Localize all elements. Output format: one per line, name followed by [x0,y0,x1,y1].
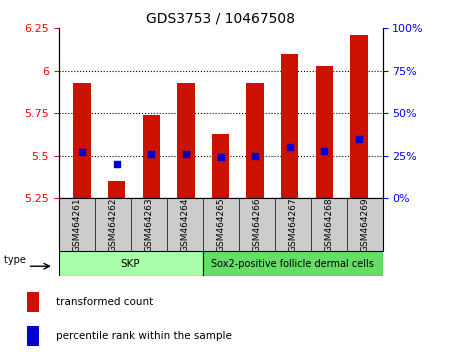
Bar [177,83,194,198]
Bar [108,181,125,198]
Bar [247,83,264,198]
Text: cell type: cell type [0,255,26,265]
Text: GSM464269: GSM464269 [360,198,369,252]
Text: GSM464263: GSM464263 [144,198,153,252]
Text: GSM464266: GSM464266 [252,198,261,252]
Bar [58,251,202,276]
Point [78,149,86,155]
Bar [281,54,298,198]
Text: transformed count: transformed count [56,297,153,307]
Text: GSM464267: GSM464267 [288,198,297,252]
Text: GSM464262: GSM464262 [108,198,117,252]
Point [252,153,259,159]
Bar [27,292,39,312]
Text: percentile rank within the sample: percentile rank within the sample [56,331,231,341]
Point [217,155,224,160]
Point [356,136,363,142]
Point [148,151,155,157]
Text: GSM464268: GSM464268 [324,198,333,252]
Point [113,161,120,167]
Point [286,144,293,150]
Point [321,148,328,154]
Point [182,151,189,157]
Title: GDS3753 / 10467508: GDS3753 / 10467508 [146,12,295,26]
Text: GSM464264: GSM464264 [180,198,189,252]
Text: GSM464265: GSM464265 [216,198,225,252]
Bar [316,66,333,198]
Text: Sox2-positive follicle dermal cells: Sox2-positive follicle dermal cells [211,259,374,269]
Bar [73,83,90,198]
Bar [351,35,368,198]
Bar [212,134,229,198]
Bar [58,198,382,251]
Bar [27,326,39,346]
Text: SKP: SKP [121,259,140,269]
Bar [143,115,160,198]
Text: GSM464261: GSM464261 [72,198,81,252]
Bar [202,251,382,276]
